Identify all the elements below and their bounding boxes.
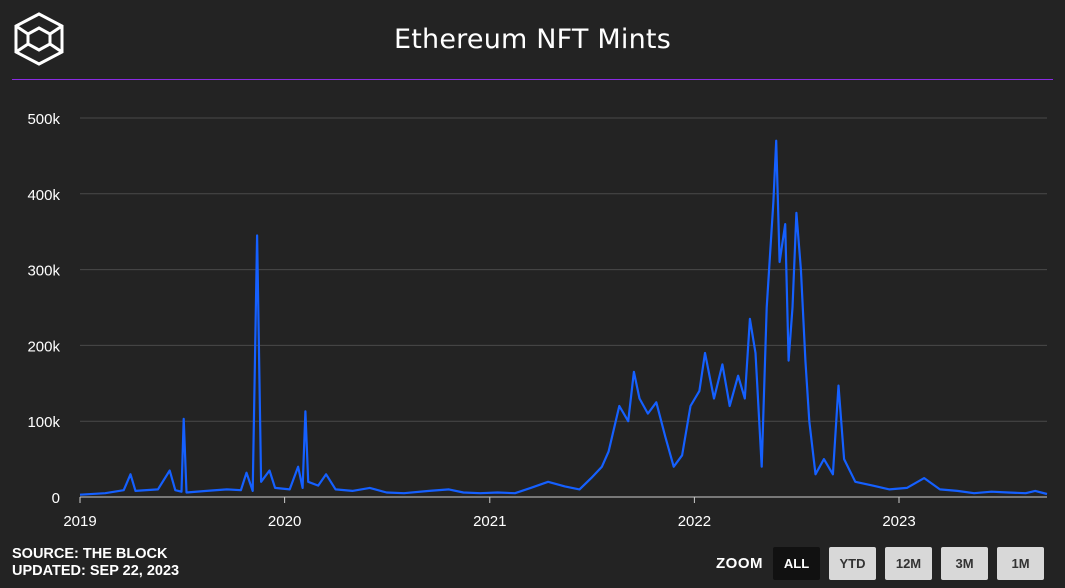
chart-area: 0 100k 200k 300k 400k 500k 2019 2020 2021 2022 202… [27,111,1048,530]
y-tick-label: 400k [27,187,60,204]
zoom-12m-button[interactable]: 12M [885,547,932,580]
the-block-logo-icon [14,12,64,66]
x-tick-label: 2022 [678,513,711,530]
zoom-ytd-button[interactable]: YTD [829,547,876,580]
y-tick-label: 0 [52,490,60,507]
zoom-all-button[interactable]: ALL [773,547,820,580]
source-info: SOURCE: THE BLOCK UPDATED: SEP 22, 2023 [12,546,179,580]
zoom-controls: ZOOM ALL YTD 12M 3M 1M [716,547,1044,580]
zoom-label: ZOOM [716,555,763,572]
series-line [79,139,1048,496]
x-tick-label: 2020 [268,513,301,530]
chart-title: Ethereum NFT Mints [394,24,671,55]
x-tick-label: 2021 [473,513,506,530]
zoom-1m-button[interactable]: 1M [997,547,1044,580]
x-tick-label: 2019 [63,513,96,530]
updated-label: UPDATED: SEP 22, 2023 [12,563,180,579]
y-tick-label: 300k [27,263,60,280]
title-divider [12,79,1053,80]
y-tick-label: 500k [27,111,60,128]
zoom-3m-button[interactable]: 3M [941,547,988,580]
source-label: SOURCE: THE BLOCK [12,546,168,562]
y-tick-label: 200k [27,338,60,355]
x-tick-label: 2023 [882,513,915,530]
y-tick-label: 100k [27,414,60,431]
